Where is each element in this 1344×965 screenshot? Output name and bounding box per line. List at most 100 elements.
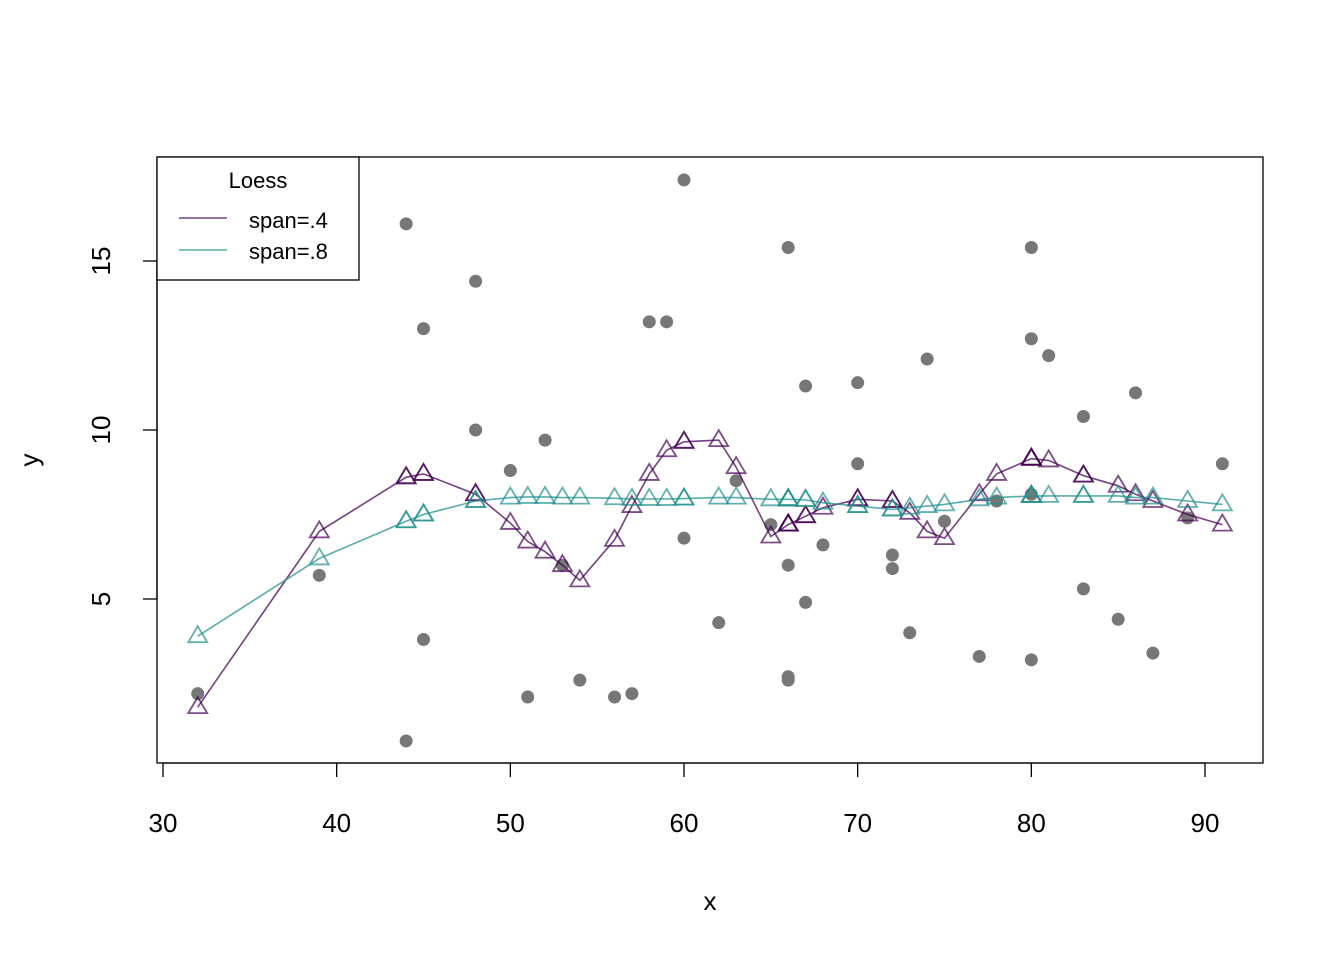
x-axis-label: x: [704, 886, 717, 916]
data-point: [920, 352, 934, 366]
y-axis-label: y: [14, 454, 44, 467]
fitted-triangle-span-08: [551, 485, 574, 505]
fitted-triangle-span-04: [603, 528, 626, 547]
legend-label-span-04: span=.4: [249, 208, 328, 233]
data-point: [521, 690, 535, 704]
data-point: [677, 173, 691, 187]
fitted-triangle-span-08: [777, 487, 800, 507]
fitted-triangle-span-08: [395, 509, 418, 529]
fitted-triangle-span-04: [1141, 489, 1164, 508]
fitted-triangle-span-04: [1107, 474, 1130, 493]
fitted-triangle-span-08: [638, 487, 661, 506]
fitted-triangle-span-08: [516, 485, 539, 504]
fitted-triangle-span-08: [707, 485, 730, 505]
fitted-triangle-span-08: [1072, 484, 1095, 503]
fitted-triangle-span-08: [655, 487, 678, 506]
fitted-triangle-span-08: [412, 502, 435, 522]
data-point: [399, 217, 413, 231]
y-tick-label: 5: [86, 592, 116, 606]
fitted-triangle-span-04: [725, 455, 748, 475]
fitted-triangle-span-04: [638, 462, 661, 481]
fitted-triangle-span-04: [985, 462, 1008, 481]
fitted-triangle-span-08: [499, 485, 522, 505]
fitted-triangle-span-04: [794, 504, 817, 524]
data-point: [399, 734, 413, 748]
fitted-triangle-span-08: [1020, 484, 1043, 503]
fitted-triangle-span-04: [811, 495, 835, 515]
data-point: [903, 626, 917, 640]
data-point: [938, 514, 951, 528]
data-point: [677, 531, 691, 545]
fitted-triangle-span-08: [777, 487, 800, 507]
fitted-triangle-span-08: [777, 487, 800, 507]
data-point: [1024, 240, 1038, 254]
fitted-triangle-span-04: [933, 526, 956, 546]
fitted-triangle-span-08: [811, 490, 835, 510]
data-point: [1111, 612, 1125, 626]
y-tick-label: 15: [86, 247, 116, 276]
fitted-triangle-span-04: [620, 494, 643, 513]
fitted-triangle-span-08: [794, 488, 817, 507]
data-point: [781, 240, 795, 254]
fitted-triangle-span-04: [1124, 482, 1147, 502]
data-point: [1215, 457, 1229, 471]
fitted-triangle-span-08: [308, 546, 331, 566]
fitted-triangle-span-04: [186, 695, 209, 715]
data-point: [1076, 409, 1090, 423]
y-tick-label: 10: [86, 416, 116, 445]
data-point: [573, 673, 587, 687]
data-point: [469, 274, 483, 288]
fitted-triangle-span-08: [620, 487, 643, 506]
x-tick-label: 70: [843, 808, 872, 838]
fitted-triangle-span-04: [516, 529, 539, 549]
data-point: [503, 464, 517, 478]
fitted-triangle-span-04: [1020, 446, 1043, 466]
data-point: [1146, 646, 1160, 660]
data-point: [469, 423, 483, 437]
fitted-triangle-span-08: [968, 487, 991, 507]
fitted-triangle-span-08: [1211, 492, 1234, 512]
data-point: [417, 322, 430, 336]
data-point: [608, 690, 622, 704]
fitted-triangle-span-04: [1072, 463, 1095, 483]
data-point: [816, 538, 830, 552]
fitted-triangle-span-08: [603, 486, 626, 506]
x-tick-label: 60: [670, 808, 699, 838]
fitted-triangle-span-04: [551, 553, 574, 573]
data-point: [417, 633, 430, 647]
fitted-triangle-span-04: [846, 487, 869, 507]
fitted-triangle-span-08: [985, 485, 1008, 505]
fitted-triangle-span-04: [395, 465, 418, 485]
fitted-triangle-span-04: [916, 519, 939, 539]
fitted-triangle-span-08: [672, 486, 696, 506]
fitted-triangle-span-08: [1141, 485, 1164, 505]
data-point: [851, 376, 865, 390]
data-point: [729, 474, 743, 488]
fitted-triangle-span-04: [412, 462, 435, 481]
fitted-triangle-span-04: [533, 539, 557, 559]
x-tick-label: 30: [149, 808, 178, 838]
fitted-triangle-span-08: [933, 492, 956, 512]
fitted-triangle-span-04: [759, 524, 782, 544]
fitted-triangle-span-04: [412, 462, 435, 481]
fitted-triangle-span-04: [1072, 463, 1095, 483]
data-point: [972, 649, 986, 663]
fitted-triangle-span-08: [186, 624, 209, 644]
data-point: [1024, 332, 1038, 346]
fitted-triangle-span-08: [881, 497, 904, 517]
fitted-triangle-span-04: [707, 428, 730, 448]
data-point: [642, 315, 656, 329]
loess-line-span-08: [197, 495, 1223, 637]
data-point: [1042, 349, 1056, 363]
fitted-triangle-span-08: [1124, 485, 1147, 505]
fitted-triangle-span-04: [568, 568, 591, 588]
data-point: [538, 433, 552, 447]
data-point: [1129, 386, 1143, 400]
data-point: [191, 687, 205, 701]
fitted-triangle-span-08: [916, 494, 939, 513]
legend-title: Loess: [229, 168, 288, 193]
data-point: [885, 548, 899, 562]
data-point: [312, 568, 326, 582]
fitted-triangle-span-08: [672, 486, 696, 506]
